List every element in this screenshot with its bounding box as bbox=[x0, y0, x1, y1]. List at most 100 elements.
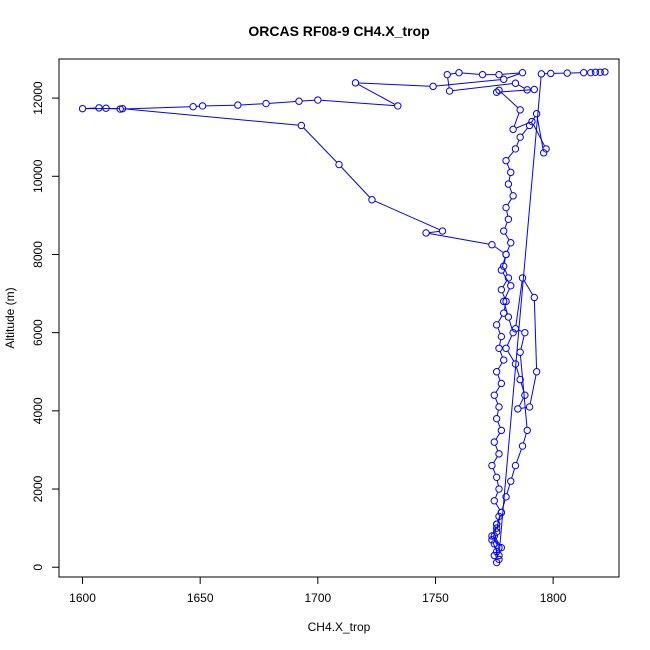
data-point bbox=[490, 438, 498, 446]
data-point bbox=[518, 68, 527, 77]
data-point bbox=[514, 405, 522, 413]
y-tick-label: 0 bbox=[31, 564, 45, 571]
series-line-segment bbox=[374, 200, 440, 231]
data-point bbox=[547, 69, 555, 78]
series-line-segment bbox=[529, 374, 537, 404]
data-point bbox=[521, 328, 529, 337]
x-tick-label: 1700 bbox=[304, 591, 331, 605]
data-point bbox=[495, 551, 503, 560]
data-point bbox=[497, 285, 506, 294]
series-line-segment bbox=[502, 292, 506, 299]
data-point bbox=[516, 375, 524, 384]
series-line-segment bbox=[506, 210, 509, 217]
data-point bbox=[495, 512, 503, 521]
series-line-segment bbox=[429, 233, 489, 245]
series-line-segment bbox=[522, 433, 527, 444]
data-point bbox=[525, 403, 534, 411]
data-point bbox=[492, 88, 501, 96]
data-point bbox=[580, 68, 588, 77]
data-point bbox=[518, 274, 527, 282]
data-point bbox=[234, 101, 242, 109]
data-point bbox=[504, 274, 513, 282]
data-point bbox=[507, 477, 515, 485]
data-point bbox=[422, 229, 430, 237]
series-line-segment bbox=[240, 103, 263, 106]
data-point bbox=[295, 97, 303, 105]
data-point bbox=[516, 133, 524, 141]
data-point bbox=[502, 297, 510, 306]
series-line-segment bbox=[530, 116, 536, 123]
data-point bbox=[488, 461, 496, 470]
data-point bbox=[297, 121, 306, 130]
data-point bbox=[596, 68, 604, 76]
series-line-segment bbox=[493, 456, 498, 464]
data-point bbox=[262, 99, 270, 108]
data-point bbox=[497, 379, 506, 388]
series-line-segment bbox=[511, 468, 516, 479]
series-line-segment bbox=[496, 409, 499, 416]
data-point bbox=[497, 332, 506, 341]
data-point bbox=[490, 551, 498, 560]
y-tick-label: 2000 bbox=[31, 475, 45, 502]
data-point bbox=[495, 403, 503, 411]
series-line-segment bbox=[523, 280, 534, 295]
series-line-segment bbox=[496, 480, 499, 486]
data-point bbox=[563, 69, 571, 77]
data-point bbox=[490, 532, 498, 540]
data-point bbox=[504, 313, 513, 321]
series-line-segment bbox=[506, 335, 513, 346]
series-line-segment bbox=[502, 280, 508, 288]
data-point bbox=[488, 536, 496, 544]
data-point bbox=[351, 79, 360, 87]
series-line-segment bbox=[495, 444, 499, 452]
series-line-segment bbox=[507, 350, 515, 362]
data-point bbox=[511, 325, 520, 333]
data-point bbox=[497, 266, 506, 274]
series-line-segment bbox=[462, 72, 480, 75]
data-point bbox=[521, 391, 529, 399]
data-point bbox=[502, 156, 510, 165]
data-point bbox=[455, 68, 463, 77]
data-point bbox=[490, 540, 498, 548]
data-point bbox=[500, 297, 508, 306]
series-line-segment bbox=[536, 116, 544, 150]
data-point bbox=[537, 70, 546, 78]
series-line-segment bbox=[497, 421, 501, 428]
data-point bbox=[495, 555, 503, 564]
data-point bbox=[488, 532, 496, 540]
data-point bbox=[502, 250, 510, 259]
series-line-segment bbox=[495, 503, 501, 511]
data-point bbox=[429, 82, 437, 91]
data-point bbox=[95, 104, 103, 112]
data-point bbox=[118, 104, 127, 113]
data-point bbox=[500, 356, 508, 364]
data-point bbox=[507, 282, 515, 290]
series-line-segment bbox=[508, 319, 513, 330]
series-line-segment bbox=[506, 245, 511, 252]
x-tick-label: 1750 bbox=[422, 591, 449, 605]
series-line-segment bbox=[501, 257, 506, 268]
data-point bbox=[500, 75, 508, 84]
series-line-segment bbox=[499, 339, 502, 346]
series-line-segment bbox=[492, 468, 496, 475]
data-point bbox=[102, 104, 110, 112]
data-point bbox=[495, 86, 503, 94]
series-line-segment bbox=[504, 268, 508, 276]
data-point bbox=[394, 102, 402, 110]
series-line-segment bbox=[497, 374, 501, 381]
series-line-segment bbox=[495, 491, 499, 498]
data-point bbox=[497, 426, 506, 435]
data-point bbox=[601, 68, 609, 76]
data-point bbox=[438, 227, 447, 235]
series-line-segment bbox=[506, 163, 511, 170]
series-line-segment bbox=[498, 76, 542, 553]
series-line-segment bbox=[516, 139, 520, 147]
data-point bbox=[587, 68, 595, 77]
data-point bbox=[532, 368, 541, 376]
data-point bbox=[511, 461, 520, 470]
data-point bbox=[504, 215, 513, 223]
y-tick-label: 8000 bbox=[31, 241, 45, 268]
series-line-segment bbox=[495, 432, 501, 440]
series-line-segment bbox=[504, 233, 510, 241]
